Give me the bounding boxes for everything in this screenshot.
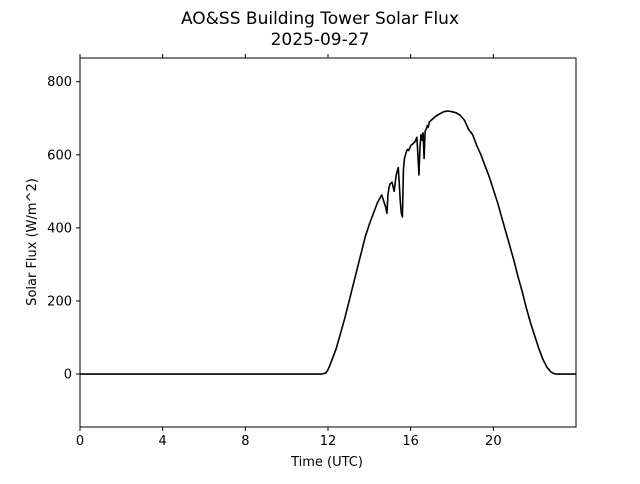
y-tick-label-400: 400 — [47, 221, 72, 236]
y-tick-label-600: 600 — [47, 148, 72, 163]
y-tick-label-0: 0 — [64, 368, 72, 383]
y-tick-label-800: 800 — [47, 75, 72, 90]
x-tick-label-4: 4 — [159, 434, 167, 449]
x-tick-label-16: 16 — [402, 434, 419, 449]
x-tick-label-8: 8 — [241, 434, 249, 449]
x-axis-label: Time (UTC) — [290, 455, 363, 470]
x-tick-label-20: 20 — [485, 434, 502, 449]
y-tick-label-200: 200 — [47, 294, 72, 309]
chart-title: AO&SS Building Tower Solar Flux — [181, 9, 459, 29]
x-tick-label-0: 0 — [76, 434, 84, 449]
series-line-0 — [80, 110, 576, 375]
x-tick-label-12: 12 — [320, 434, 337, 449]
y-axis-label: Solar Flux (W/m^2) — [25, 178, 40, 306]
chart-subtitle: 2025-09-27 — [271, 30, 370, 50]
plot-frame — [79, 57, 577, 428]
